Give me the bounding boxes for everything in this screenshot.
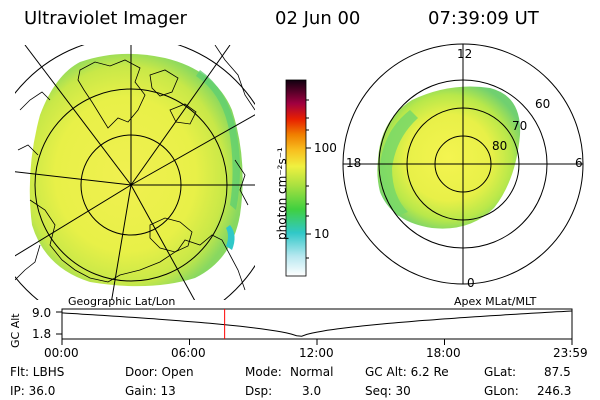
altitude-x-ticks (61, 339, 573, 345)
info-glat-value: 87.5 (544, 365, 571, 379)
info-seq: Seq: 30 (365, 384, 411, 398)
info-mode-value: Normal (290, 365, 334, 379)
geo-meridian-6 (15, 184, 132, 257)
geo-aurora-fill (29, 53, 243, 287)
coastline-asia (214, 45, 255, 206)
info-flt: Flt: LBHS (10, 365, 65, 379)
coastline-arctic-islands (149, 69, 197, 125)
altitude-plot-frame (61, 308, 573, 340)
colorbar-unit-label: photon cm⁻²s⁻¹ (275, 147, 289, 240)
info-door: Door: Open (125, 365, 194, 379)
altitude-plot (56, 308, 573, 345)
colorbar-tick-10: 10 (314, 227, 330, 241)
altitude-xtick-3: 18:00 (426, 346, 461, 360)
info-ip: IP: 36.0 (10, 384, 56, 398)
colorbar-ticks (306, 99, 311, 259)
mlt-label-left: 18 (346, 156, 362, 170)
mlt-label-right: 6 (575, 156, 583, 170)
time-label: 07:39:09 UT (428, 8, 539, 29)
altitude-y-ticks (56, 311, 62, 335)
coastline-hudson-bay (149, 217, 193, 253)
info-gc-alt: GC Alt: 6.2 Re (365, 365, 449, 379)
geo-meridian-9 (130, 45, 231, 186)
coastline-west (17, 91, 51, 156)
geo-meridian-4 (130, 184, 196, 300)
altitude-ytick-low: 1.8 (32, 327, 52, 341)
geo-meridian-8 (24, 45, 132, 186)
altitude-xtick-2: 12:00 (299, 346, 334, 360)
info-mode-label: Mode: (245, 365, 282, 379)
mlat-label-70: 70 (512, 119, 528, 133)
geo-meridian-7 (15, 171, 132, 186)
info-dsp-value: 3.0 (302, 384, 322, 398)
mlt-label-bottom: 0 (467, 276, 475, 290)
altitude-xtick-1: 06:00 (171, 346, 206, 360)
geo-meridian-2 (130, 114, 255, 186)
geo-panel-label: Geographic Lat/Lon (68, 295, 176, 308)
geographic-image (15, 45, 255, 300)
info-dsp-label: Dsp: (245, 384, 273, 398)
altitude-ytick-high: 9.0 (32, 306, 52, 320)
coastline-greenland (77, 59, 146, 129)
mlat-label-60: 60 (535, 97, 551, 111)
date-label: 02 Jun 00 (275, 8, 361, 29)
polar-image (342, 43, 584, 285)
info-glat-label: GLat: (484, 365, 517, 379)
geo-green-edge (196, 70, 240, 210)
polar-green-band (380, 110, 418, 216)
polar-panel-label: Apex MLat/MLT (454, 295, 537, 308)
geo-meridian-5 (111, 184, 132, 300)
coastline-north-america (15, 199, 246, 291)
info-glon-label: GLon: (484, 384, 519, 398)
instrument-title: Ultraviolet Imager (24, 8, 187, 29)
altitude-xtick-0: 00:00 (44, 346, 79, 360)
geo-cyan-patch (226, 225, 235, 250)
info-gain: Gain: 13 (125, 384, 176, 398)
mlat-label-80: 80 (492, 139, 508, 153)
altitude-ylabel: GC Alt (9, 313, 22, 348)
altitude-xtick-4: 23:59 (553, 346, 588, 360)
colorbar-tick-100: 100 (314, 141, 337, 155)
altitude-curve (61, 310, 573, 337)
mlt-label-top: 12 (457, 47, 473, 61)
colorbar (285, 79, 307, 277)
info-glon-value: 246.3 (537, 384, 572, 398)
